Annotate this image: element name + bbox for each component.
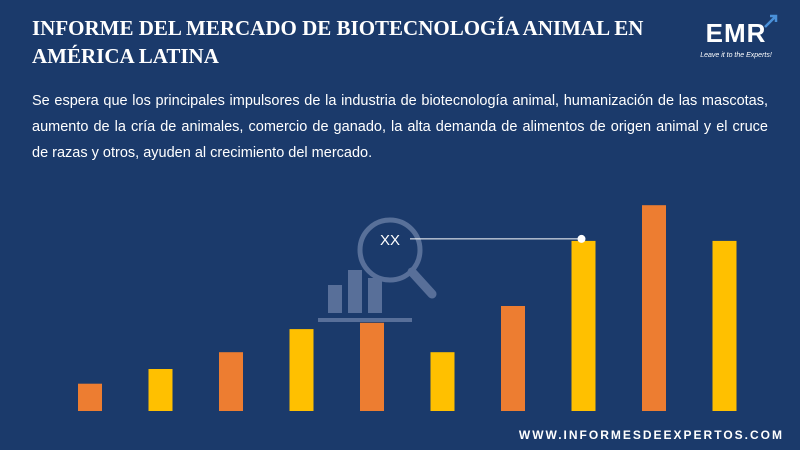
bar-10 xyxy=(712,240,737,411)
bar-9 xyxy=(642,205,666,411)
magnifier-bar-chart-icon xyxy=(318,217,437,322)
bar-5 xyxy=(360,322,384,411)
logo-tagline: Leave it to the Experts! xyxy=(700,52,772,59)
emr-logo: EMR Leave it to the Experts! xyxy=(690,12,782,68)
bar-6 xyxy=(430,352,455,411)
footer-url: WWW.INFORMESDEEXPERTOS.COM xyxy=(518,428,784,442)
bar-4 xyxy=(289,329,314,411)
bar-3 xyxy=(219,352,243,411)
description-paragraph: Se espera que los principales impulsores… xyxy=(32,93,768,161)
bar-7 xyxy=(501,306,525,411)
annotation-dot xyxy=(577,234,586,243)
bar-2 xyxy=(148,369,173,411)
up-arrow-icon xyxy=(764,14,778,28)
logo-text: EMR xyxy=(705,18,767,48)
annotation-label: XX xyxy=(380,232,400,249)
page-title: INFORME DEL MERCADO DE BIOTECNOLOGÍA ANI… xyxy=(32,16,644,68)
bar-8 xyxy=(571,240,596,411)
bar-1 xyxy=(78,383,102,411)
